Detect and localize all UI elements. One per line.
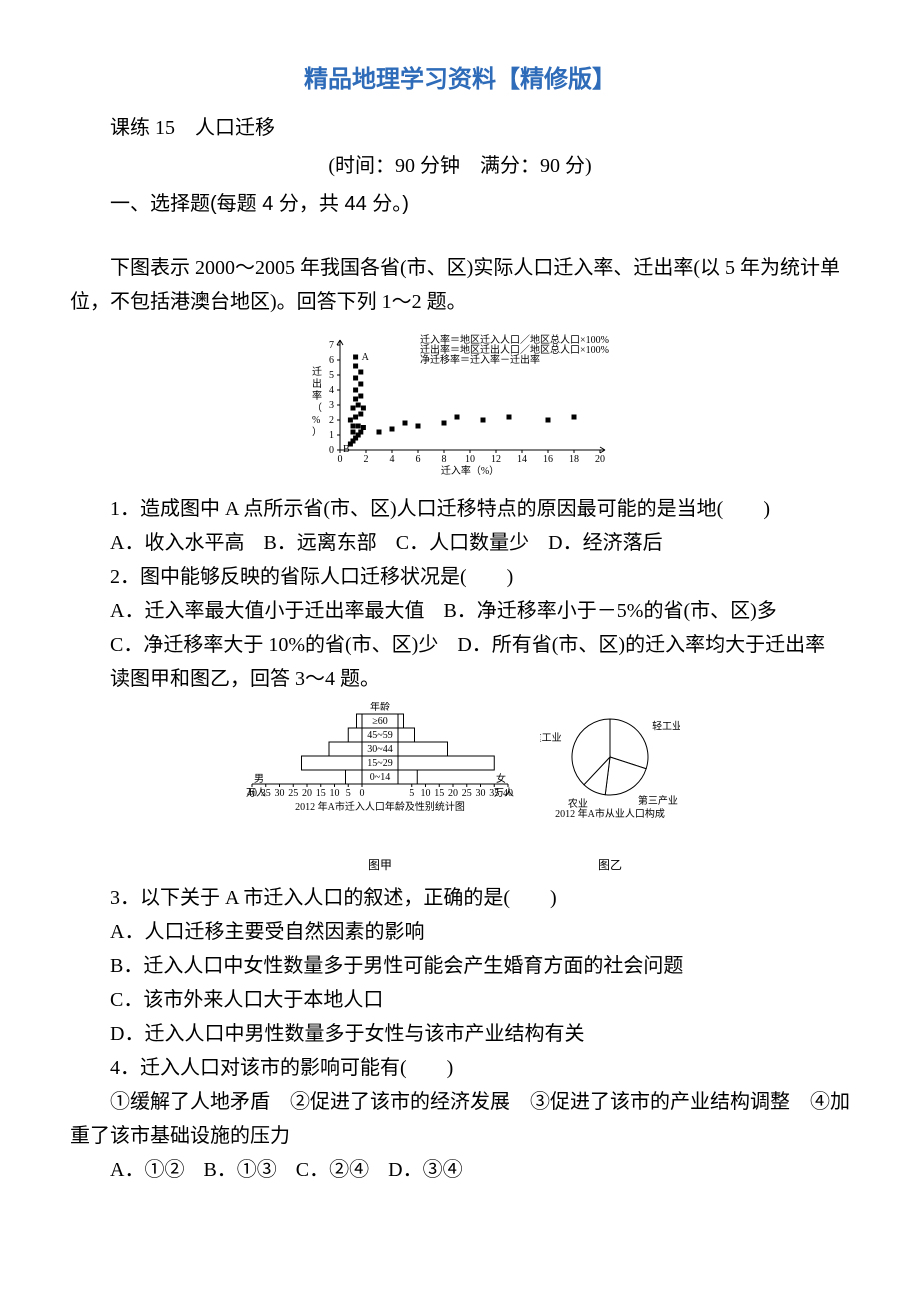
svg-text:18: 18: [569, 454, 579, 465]
svg-text:30~44: 30~44: [367, 744, 392, 755]
svg-text:男: 男: [254, 773, 264, 785]
svg-text:净迁移率＝迁入率－迁出率: 净迁移率＝迁入率－迁出率: [420, 353, 540, 366]
svg-text:1: 1: [329, 430, 334, 441]
intro-1: 下图表示 2000～2005 年我国各省(市、区)实际人口迁入率、迁出率(以 5…: [70, 251, 850, 319]
svg-text:6: 6: [329, 355, 334, 366]
svg-text:出: 出: [312, 377, 322, 390]
pyramid-pie-figure: 年龄≥6045~5930~4415~290~144040353530302525…: [70, 702, 850, 875]
q1-opt-a: A．收入水平高: [110, 532, 244, 554]
q4-opt-c: C．②④: [296, 1159, 369, 1181]
svg-text:第三产业: 第三产业: [638, 794, 678, 807]
q1-opt-d: D．经济落后: [548, 532, 662, 554]
svg-text:14: 14: [517, 454, 527, 465]
svg-text:5: 5: [346, 788, 351, 799]
svg-text:25: 25: [462, 788, 472, 799]
lesson-heading: 课练 15 人口迁移: [70, 111, 850, 145]
q3-opt-c: C．该市外来人口大于本地人口: [70, 983, 850, 1017]
svg-text:2012 年A市从业人口构成: 2012 年A市从业人口构成: [555, 807, 665, 820]
q2-opt-c: C．净迁移率大于 10%的省(市、区)少: [110, 634, 438, 656]
svg-text:2: 2: [364, 454, 369, 465]
q2-opt-d: D．所有省(市、区)的迁入率均大于迁出率: [457, 634, 825, 656]
svg-text:2012 年A市迁入人口年龄及性别统计图: 2012 年A市迁入人口年龄及性别统计图: [295, 800, 465, 813]
svg-text:女: 女: [496, 772, 506, 785]
section-1-heading: 一、选择题(每题 4 分，共 44 分。): [70, 187, 850, 221]
q2-opt-b: B．净迁移率小于－5%的省(市、区)多: [443, 600, 776, 622]
q2-stem: 2．图中能够反映的省际人口迁移状况是( ): [70, 560, 850, 594]
svg-text:45~59: 45~59: [367, 730, 392, 741]
svg-text:迁: 迁: [312, 366, 322, 378]
svg-text:≥60: ≥60: [372, 716, 388, 727]
q4-items: ①缓解了人地矛盾 ②促进了该市的经济发展 ③促进了该市的产业结构调整 ④加重了该…: [70, 1085, 850, 1153]
svg-text:轻工业: 轻工业: [652, 719, 680, 732]
svg-text:20: 20: [595, 454, 605, 465]
q4-opt-d: D．③④: [388, 1159, 462, 1181]
svg-text:5: 5: [329, 370, 334, 381]
q3-opt-d: D．迁入人口中男性数量多于女性与该市产业结构有关: [70, 1017, 850, 1051]
svg-text:2: 2: [329, 415, 334, 426]
svg-text:3: 3: [329, 400, 334, 411]
svg-text:0: 0: [360, 788, 365, 799]
intro-2: 读图甲和图乙，回答 3～4 题。: [70, 662, 850, 696]
svg-text:15~29: 15~29: [367, 758, 392, 769]
scatter-figure: 0246810121416182001234567AB迁入率＝地区迁入人口／地区…: [70, 325, 850, 486]
svg-text:0: 0: [329, 445, 334, 456]
svg-text:B: B: [343, 444, 350, 455]
svg-text:）: ）: [312, 426, 322, 438]
svg-text:迁入率（%）: 迁入率（%）: [441, 464, 499, 475]
svg-text:重工业: 重工业: [540, 731, 562, 744]
svg-text:A: A: [362, 352, 370, 363]
svg-text:7: 7: [329, 340, 334, 351]
svg-text:12: 12: [491, 454, 501, 465]
svg-text:万人: 万人: [494, 787, 514, 799]
svg-text:10: 10: [421, 788, 431, 799]
svg-text:30: 30: [275, 788, 285, 799]
svg-text:15: 15: [316, 788, 326, 799]
q3-opt-a: A．人口迁移主要受自然因素的影响: [70, 915, 850, 949]
svg-text:%: %: [312, 415, 320, 426]
svg-text:10: 10: [330, 788, 340, 799]
q2-options-cd: C．净迁移率大于 10%的省(市、区)少 D．所有省(市、区)的迁入率均大于迁出…: [70, 628, 850, 662]
q2-opt-a: A．迁入率最大值小于迁出率最大值: [110, 600, 424, 622]
svg-text:5: 5: [409, 788, 414, 799]
q4-opt-b: B．①③: [203, 1159, 276, 1181]
svg-text:4: 4: [390, 454, 395, 465]
svg-text:0~14: 0~14: [370, 772, 390, 783]
q1-opt-c: C．人口数量少: [396, 532, 529, 554]
svg-text:6: 6: [416, 454, 421, 465]
svg-text:0: 0: [338, 454, 343, 465]
svg-text:15: 15: [434, 788, 444, 799]
pie-chart: 轻工业第三产业农业重工业2012 年A市从业人口构成: [540, 702, 680, 842]
q3-stem: 3．以下关于 A 市迁入人口的叙述，正确的是( ): [70, 881, 850, 915]
svg-text:16: 16: [543, 454, 553, 465]
svg-text:万人: 万人: [246, 787, 266, 799]
pie-sub: 图乙: [540, 855, 680, 875]
q4-options: A．①② B．①③ C．②④ D．③④: [70, 1153, 850, 1187]
svg-text:20: 20: [302, 788, 312, 799]
doc-title: 精品地理学习资料【精修版】: [70, 60, 850, 101]
q4-stem: 4．迁入人口对该市的影响可能有( ): [70, 1051, 850, 1085]
pyramid-sub: 图甲: [240, 855, 520, 875]
svg-text:年龄: 年龄: [370, 702, 390, 713]
svg-text:4: 4: [329, 385, 334, 396]
q1-opt-b: B．远离东部: [263, 532, 376, 554]
q3-opt-b: B．迁入人口中女性数量多于男性可能会产生婚育方面的社会问题: [70, 949, 850, 983]
svg-text:（: （: [312, 402, 322, 414]
svg-text:10: 10: [465, 454, 475, 465]
svg-text:25: 25: [288, 788, 298, 799]
scatter-chart: 0246810121416182001234567AB迁入率＝地区迁入人口／地区…: [300, 325, 620, 475]
svg-text:8: 8: [442, 454, 447, 465]
svg-text:率: 率: [312, 389, 322, 402]
pyramid-chart: 年龄≥6045~5930~4415~290~144040353530302525…: [240, 702, 520, 842]
q1-stem: 1．造成图中 A 点所示省(市、区)人口迁移特点的原因最可能的是当地( ): [70, 492, 850, 526]
timing-line: (时间：90 分钟 满分：90 分): [70, 149, 850, 183]
q1-options: A．收入水平高 B．远离东部 C．人口数量少 D．经济落后: [70, 526, 850, 560]
svg-text:30: 30: [476, 788, 486, 799]
svg-text:20: 20: [448, 788, 458, 799]
q4-opt-a: A．①②: [110, 1159, 184, 1181]
q2-options-ab: A．迁入率最大值小于迁出率最大值 B．净迁移率小于－5%的省(市、区)多: [70, 594, 850, 628]
